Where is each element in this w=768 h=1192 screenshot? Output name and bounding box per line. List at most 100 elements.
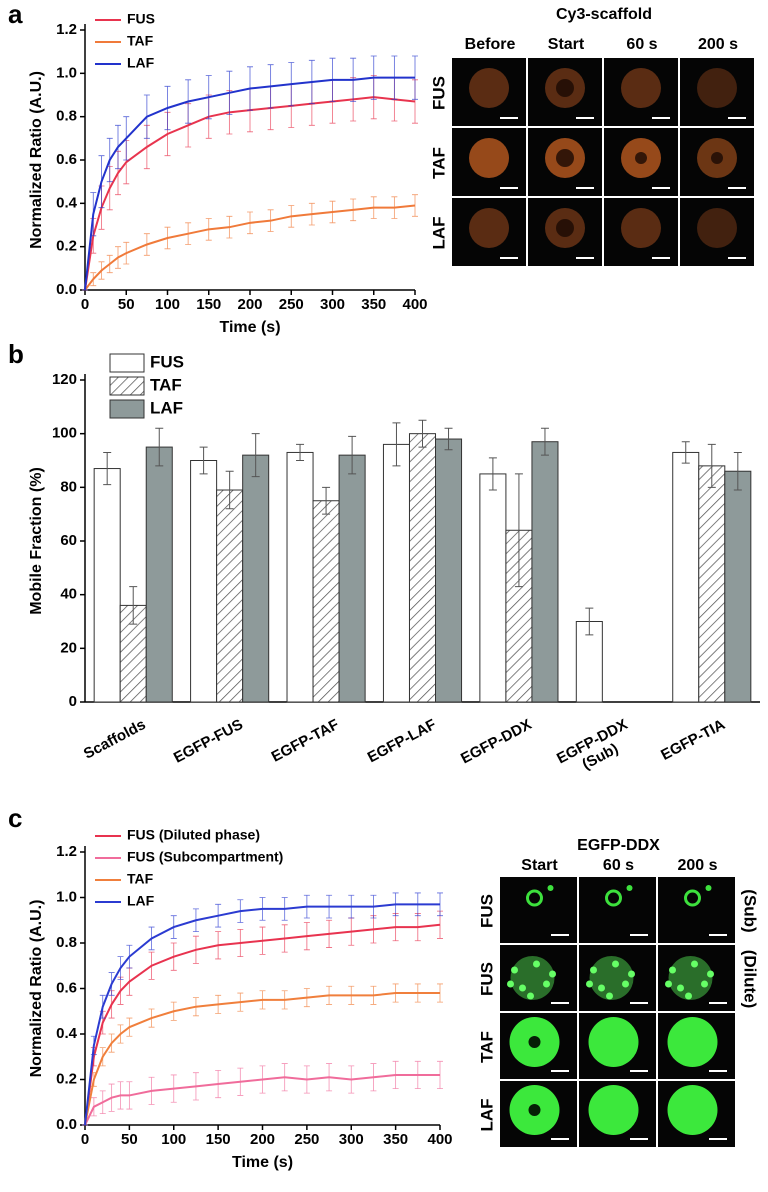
droplet <box>543 980 550 988</box>
x-tick-label: 200 <box>237 296 262 313</box>
bar <box>479 473 507 703</box>
x-tick-label: 50 <box>118 296 135 313</box>
column-label: 200 s <box>698 36 738 53</box>
column-label: 60 s <box>626 36 657 53</box>
panel-letter: b <box>8 339 24 369</box>
droplet <box>606 992 613 1000</box>
x-tick-label: 0 <box>81 1131 89 1148</box>
y-tick-label: 0.2 <box>56 1070 77 1087</box>
x-tick-label: 350 <box>361 296 386 313</box>
y-tick-label: 0.0 <box>56 281 77 298</box>
y-tick-label: 100 <box>52 425 77 442</box>
droplet <box>667 1017 718 1067</box>
column-label: Start <box>548 36 585 53</box>
droplet <box>547 885 554 891</box>
y-tick-label: 60 <box>60 532 77 549</box>
x-tick-label: 250 <box>294 1131 319 1148</box>
row-label: TAF <box>477 1031 496 1063</box>
y-tick-label: 20 <box>60 639 77 656</box>
series-line <box>84 96 416 291</box>
droplet <box>628 970 635 978</box>
y-tick-label: 0.6 <box>56 979 77 996</box>
legend-swatch <box>109 399 145 419</box>
x-tick-label: 250 <box>279 296 304 313</box>
x-tick-label: 200 <box>250 1131 275 1148</box>
droplet <box>612 960 619 968</box>
panel-letter: a <box>8 0 23 29</box>
droplet <box>677 984 684 992</box>
error-bar <box>296 443 305 461</box>
bleach-spot <box>711 152 723 164</box>
droplet <box>701 980 708 988</box>
bar <box>216 489 244 703</box>
x-tick-label: 400 <box>402 296 427 313</box>
droplet <box>669 966 676 974</box>
droplet <box>665 980 672 988</box>
legend-label: FUS <box>150 352 184 371</box>
bleach-spot <box>556 219 574 237</box>
series-line <box>84 204 416 291</box>
droplet <box>598 984 605 992</box>
x-axis-title: Time (s) <box>219 319 280 336</box>
droplet <box>511 966 518 974</box>
bleach-spot <box>635 152 647 164</box>
error-bar <box>103 451 112 486</box>
series-line <box>84 903 440 1126</box>
droplet <box>685 992 692 1000</box>
y-tick-label: 0.4 <box>56 1025 78 1042</box>
y-tick-label: 120 <box>52 371 77 388</box>
panel-letter: c <box>8 803 22 833</box>
error-bar <box>129 586 138 625</box>
series-line <box>84 923 441 1126</box>
x-tick-label: 350 <box>383 1131 408 1148</box>
row-label: FUS <box>477 894 496 928</box>
bar <box>242 454 270 703</box>
error-bar <box>348 435 357 475</box>
droplet <box>586 980 593 988</box>
y-tick-label: 0.0 <box>56 1116 77 1133</box>
bar <box>672 451 700 703</box>
row-label: TAF <box>429 147 448 179</box>
droplet <box>533 960 540 968</box>
droplet <box>667 1085 718 1135</box>
bar <box>338 454 366 703</box>
column-label: 200 s <box>677 857 717 874</box>
bar <box>93 468 121 703</box>
y-tick-label: 0 <box>69 693 77 710</box>
x-tick-label: 100 <box>161 1131 186 1148</box>
y-axis-title: Normalized Ratio (A.U.) <box>28 71 45 249</box>
y-tick-label: 1.2 <box>56 843 77 860</box>
bleach-spot <box>528 1104 541 1116</box>
image-cell <box>658 877 735 943</box>
droplet <box>707 970 714 978</box>
droplet <box>684 889 701 907</box>
side-label: (Dilute) <box>741 950 760 1009</box>
x-tick-label: 50 <box>121 1131 138 1148</box>
y-axis-title: Mobile Fraction (%) <box>28 467 45 615</box>
error-bar <box>251 433 260 478</box>
legend-swatch <box>109 353 145 373</box>
error-bar <box>514 473 523 588</box>
column-label: Before <box>465 36 516 53</box>
x-tick-label: 150 <box>196 296 221 313</box>
x-axis-title: Time (s) <box>232 1154 293 1171</box>
error-bar <box>681 441 690 464</box>
error-bar <box>225 470 234 510</box>
legend-swatch <box>109 376 145 396</box>
droplet <box>705 885 712 891</box>
bleach-spot <box>556 79 574 97</box>
error-bar <box>444 427 453 451</box>
image-cell <box>579 877 656 943</box>
y-tick-label: 1.0 <box>56 888 77 905</box>
x-tick-label: 100 <box>155 296 180 313</box>
droplet <box>626 885 633 891</box>
error-bar <box>199 446 208 475</box>
y-tick-label: 0.6 <box>56 151 77 168</box>
y-tick-label: 40 <box>60 586 77 603</box>
series-line <box>84 1073 440 1126</box>
grid-title: EGFP-DDX <box>577 837 660 854</box>
bar <box>145 446 173 703</box>
error-bar <box>707 443 716 488</box>
